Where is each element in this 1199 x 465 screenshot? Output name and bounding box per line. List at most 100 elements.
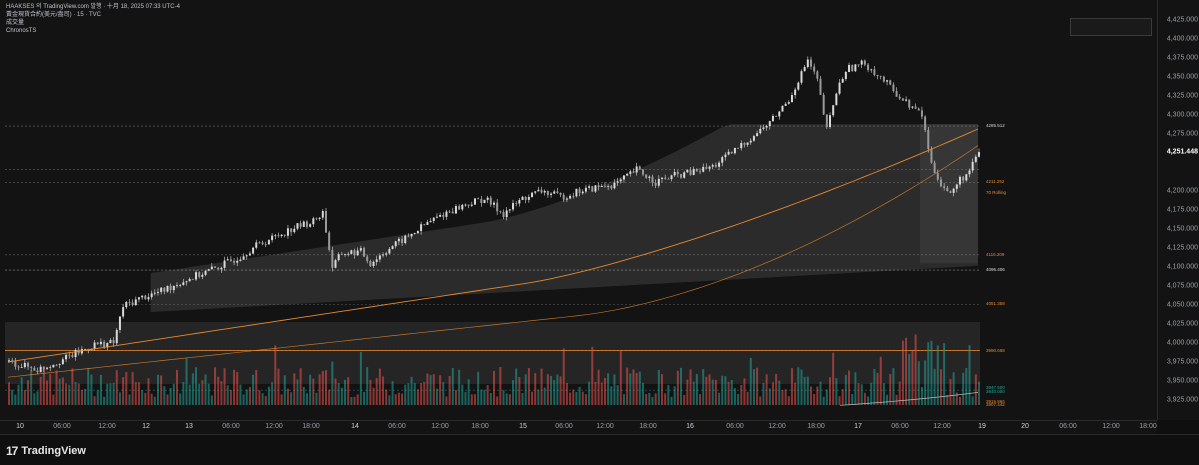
volume-bar: [559, 376, 562, 405]
volume-bar: [870, 382, 873, 405]
volume-bar: [391, 381, 394, 405]
volume-bar: [442, 382, 445, 405]
candle-body: [803, 67, 806, 72]
candle-body: [860, 60, 863, 65]
candle-body: [886, 80, 889, 82]
candle-body: [962, 176, 965, 181]
volume-bar: [160, 375, 163, 405]
level-label: 4116.209: [986, 251, 1005, 257]
volume-bar: [286, 388, 289, 405]
time-tick: 12:00: [1102, 423, 1120, 430]
volume-bar: [242, 394, 245, 405]
volume-bar: [350, 396, 353, 405]
candle-body: [55, 364, 58, 366]
candle-body: [844, 71, 847, 79]
candle-body: [271, 235, 274, 241]
volume-bar: [676, 370, 679, 405]
volume-bar: [334, 378, 337, 405]
candle-body: [144, 295, 147, 300]
volume-bar: [882, 383, 885, 405]
time-tick: 14: [351, 423, 359, 430]
candle-body: [156, 291, 159, 293]
candle-body: [46, 367, 49, 369]
volume-bar: [962, 372, 965, 405]
candle-body: [309, 224, 312, 227]
candle-body: [344, 254, 347, 256]
volume-bar: [702, 369, 705, 405]
volume-bar: [96, 390, 99, 405]
right-band: [920, 124, 978, 264]
volume-bar: [404, 384, 407, 405]
volume-bar: [692, 381, 695, 405]
candle-body: [283, 234, 286, 236]
candle-body: [936, 173, 939, 180]
volume-bar: [27, 380, 30, 405]
candle-body: [131, 302, 134, 306]
candle-body: [591, 186, 594, 192]
volume-bar: [258, 390, 261, 405]
candle-body: [80, 349, 83, 354]
time-axis[interactable]: 10 06:00 12:00 12 13 06:00 12:00 18:00 14 06:00 12…: [0, 420, 1157, 435]
price-tick: 4,200.000: [1166, 187, 1198, 195]
candle-body: [261, 242, 264, 245]
level-label: 4285.512: [986, 122, 1005, 128]
candle-body: [17, 366, 20, 368]
volume-bar: [318, 374, 321, 405]
candle-body: [274, 235, 277, 237]
volume-bar: [328, 389, 331, 405]
candle-body: [480, 198, 483, 203]
candle-body: [581, 191, 584, 194]
candle-body: [207, 269, 210, 271]
volume-bar: [914, 334, 917, 405]
price-chart[interactable]: [0, 0, 1157, 420]
candle-body: [676, 172, 679, 175]
volume-bar: [147, 378, 150, 405]
candle-body: [572, 195, 575, 197]
candle-body: [334, 260, 337, 268]
lower-band: [5, 322, 980, 384]
candle-body: [252, 247, 255, 254]
volume-bar: [321, 371, 324, 405]
volume-bar: [641, 382, 644, 405]
candle-body: [176, 285, 179, 286]
volume-bar: [191, 373, 194, 405]
candle-body: [832, 105, 835, 116]
tradingview-logo[interactable]: 17 TradingView: [6, 444, 86, 458]
volume-bar: [435, 388, 438, 405]
volume-bar: [179, 393, 182, 405]
price-axis[interactable]: 4,425.000 4,400.000 4,375.000 4,350.000 4,32…: [1157, 0, 1199, 420]
candle-body: [321, 211, 324, 218]
volume-bar: [588, 381, 591, 405]
candle-body: [733, 147, 736, 154]
candle-body: [521, 196, 524, 200]
volume-bar: [879, 356, 882, 405]
candle-body: [84, 348, 87, 350]
volume-bar: [768, 388, 771, 405]
volume-bar: [248, 387, 251, 405]
volume-bar: [607, 373, 610, 405]
candle-body: [42, 366, 45, 369]
volume-bar: [800, 369, 803, 405]
moving-average-slow: [7, 145, 979, 378]
volume-bar: [661, 374, 664, 405]
candle-body: [296, 223, 299, 229]
candle-body: [718, 162, 721, 167]
price-tick: 4,425.000: [1166, 16, 1198, 24]
volume-bar: [978, 381, 980, 405]
volume-bar: [952, 372, 955, 405]
volume-bar: [775, 373, 778, 405]
volume-bar: [556, 374, 559, 405]
candle-body: [502, 212, 505, 218]
chart-area[interactable]: 4285.512 4211.252 70 Rolling 4116.209 4096.4…: [0, 0, 1157, 420]
candle-body: [610, 186, 613, 189]
volume-bar: [708, 374, 711, 405]
candle-body: [20, 367, 23, 368]
volume-bar: [185, 358, 188, 405]
price-tick: 4,150.000: [1166, 225, 1198, 233]
volume-bar: [936, 345, 939, 405]
volume-bar: [382, 376, 385, 405]
volume-bar: [58, 378, 61, 405]
volume-bar: [515, 368, 518, 405]
candle-body: [920, 110, 923, 117]
candle-body: [454, 206, 457, 214]
